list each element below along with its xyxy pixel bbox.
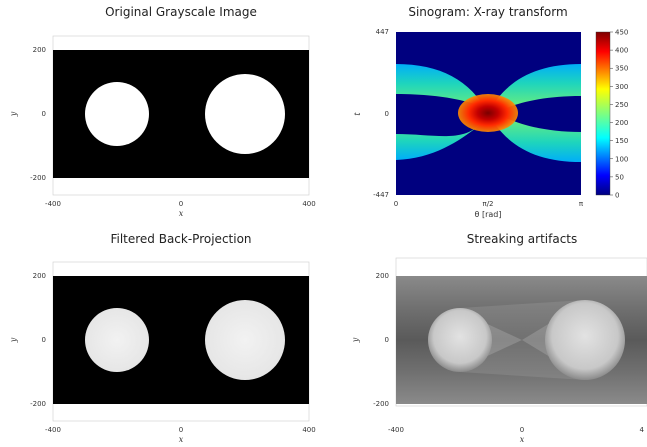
y-axis-label: y [9,337,18,343]
colorbar-tick-label: 350 [615,65,628,73]
x-axis-label: x [520,435,525,444]
y-axis-label: t [353,112,362,116]
colorbar-tick-label: 200 [615,119,628,127]
y-tick: 200 [33,46,46,54]
x-tick: 0 [179,200,183,208]
colorbar-tick-label: 450 [615,29,628,37]
streaking-disk-left [428,308,492,372]
y-tick: 0 [42,336,46,344]
panel-streaking: Streaking artifacts 200 0 -200 -400 0 4 … [351,232,647,444]
y-tick: 200 [376,272,389,280]
panel-original: Original Grayscale Image 200 0 -200 -400… [9,5,316,218]
panel-sinogram-title: Sinogram: X-ray transform [408,5,567,19]
x-tick: 0 [520,426,524,434]
x-axis-label: x [179,435,184,444]
colorbar [595,31,611,196]
x-tick: 4 [640,426,645,434]
y-tick: -200 [373,400,389,408]
x-tick: π/2 [482,200,493,208]
y-tick: 0 [42,110,46,118]
colorbar-tick-label: 150 [615,137,628,145]
colorbar-tick-label: 300 [615,83,628,91]
y-tick: 0 [385,336,389,344]
y-tick: -200 [30,174,46,182]
x-tick: π [579,200,584,208]
x-tick: 400 [302,426,315,434]
panel-sinogram: Sinogram: X-ray transform 447 0 -447 0 π… [353,5,628,219]
colorbar-tick-label: 100 [615,155,628,163]
colorbar-tick-label: 50 [615,173,624,181]
panel-original-disk-right [205,74,285,154]
colorbar-tick-label: 250 [615,101,628,109]
sinogram-band-b [396,64,581,160]
x-tick: -400 [388,426,404,434]
panel-streaking-title: Streaking artifacts [467,232,578,246]
panel-original-disk-left [85,82,149,146]
panel-fbp-disk-left [85,308,149,372]
panel-fbp: Filtered Back-Projection 200 0 -200 -400… [9,232,316,444]
streaking-disk-right [545,300,625,380]
y-tick: 447 [376,28,389,36]
streaking-image [396,276,647,404]
y-axis-label: y [9,111,18,117]
y-tick: -200 [30,400,46,408]
colorbar-tick-label: 0 [615,192,619,200]
sinogram-bands [396,64,581,162]
colorbar-ticks: 450 400 350 300 250 200 150 100 50 0 [610,29,628,200]
panel-fbp-disk-right [205,300,285,380]
x-axis-label: x [179,209,184,218]
y-tick: -447 [373,191,389,199]
x-axis-label: θ [rad] [475,210,502,219]
x-tick: 0 [394,200,398,208]
y-axis-label: y [351,337,360,343]
colorbar-tick-label: 400 [615,47,628,55]
x-tick: -400 [45,200,61,208]
x-tick: 400 [302,200,315,208]
x-tick: -400 [45,426,61,434]
x-tick: 0 [179,426,183,434]
panel-fbp-title: Filtered Back-Projection [110,232,251,246]
y-tick: 200 [33,272,46,280]
panel-original-title: Original Grayscale Image [105,5,257,19]
y-tick: 0 [385,110,389,118]
sinogram-peak [458,94,518,132]
